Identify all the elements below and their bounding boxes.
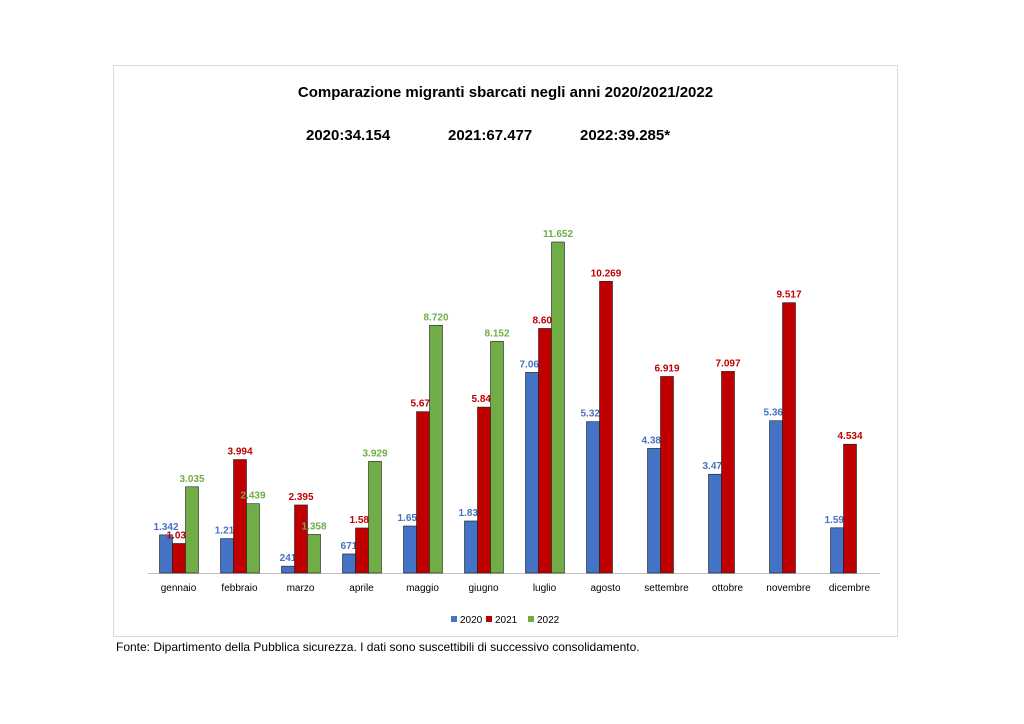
bar-2021-settembre	[660, 376, 674, 574]
bar-2020-luglio	[525, 372, 539, 574]
data-label-2020-maggio: 1.654	[397, 513, 422, 524]
bar-2020-dicembre	[830, 527, 844, 574]
legend-label-2022: 2022	[537, 615, 560, 626]
data-label-2022-febbraio: 2.439	[240, 491, 265, 502]
source-note: Fonte: Dipartimento della Pubblica sicur…	[116, 640, 640, 654]
x-tick-label-dicembre: dicembre	[829, 583, 871, 594]
legend-swatch-2022	[528, 616, 534, 622]
data-label-2022-maggio: 8.720	[423, 312, 448, 323]
x-tick-label-ottobre: ottobre	[712, 583, 744, 594]
total-2022: 2022:39.285*	[580, 127, 671, 144]
legend-swatch-2021	[486, 616, 492, 622]
bar-2021-dicembre	[843, 443, 857, 574]
bar-2022-giugno	[490, 341, 504, 574]
bar-2020-aprile	[342, 553, 356, 574]
bar-2021-novembre	[782, 302, 796, 574]
x-tick-label-novembre: novembre	[766, 583, 811, 594]
bar-2022-luglio	[551, 241, 565, 574]
data-label-2020-luglio: 7.062	[519, 359, 544, 370]
data-label-2021-maggio: 5.679	[410, 399, 435, 410]
legend-swatch-2020	[451, 616, 457, 622]
bar-2020-ottobre	[708, 473, 722, 574]
data-label-2021-aprile: 1.585	[349, 515, 374, 526]
data-label-2021-marzo: 2.395	[288, 492, 313, 503]
bar-2020-marzo	[281, 565, 295, 574]
bar-2022-aprile	[368, 461, 382, 574]
bar-2021-aprile	[355, 527, 369, 574]
data-label-2020-settembre: 4.386	[641, 435, 666, 446]
data-label-2021-febbraio: 3.994	[227, 447, 252, 458]
data-label-2021-settembre: 6.919	[654, 363, 679, 374]
data-label-2021-giugno: 5.840	[471, 394, 496, 405]
data-label-2020-gennaio: 1.342	[153, 522, 178, 533]
bar-2021-luglio	[538, 328, 552, 574]
bar-2021-agosto	[599, 280, 613, 574]
bar-2021-gennaio	[172, 543, 186, 574]
bar-2020-novembre	[769, 420, 783, 574]
data-label-2022-gennaio: 3.035	[179, 474, 204, 485]
x-tick-label-marzo: marzo	[287, 583, 315, 594]
data-label-2022-marzo: 1.358	[301, 521, 326, 532]
bar-2021-marzo	[294, 504, 308, 574]
bar-2021-giugno	[477, 406, 491, 574]
data-label-2022-aprile: 3.929	[362, 448, 387, 459]
legend-label-2020: 2020	[460, 615, 483, 626]
bar-2020-giugno	[464, 520, 478, 574]
data-label-2020-marzo: 241	[280, 553, 297, 564]
data-label-2021-agosto: 10.269	[591, 268, 622, 279]
bar-2020-settembre	[647, 448, 661, 574]
x-tick-label-agosto: agosto	[590, 583, 620, 594]
x-tick-label-maggio: maggio	[406, 583, 439, 594]
total-2020: 2020:34.154	[306, 127, 391, 144]
data-label-2021-luglio: 8.609	[532, 315, 557, 326]
bar-2022-marzo	[307, 534, 321, 574]
x-tick-label-gennaio: gennaio	[161, 583, 197, 594]
data-label-2022-giugno: 8.152	[484, 328, 509, 339]
data-label-2022-luglio: 11.652	[543, 229, 573, 240]
data-label-2020-novembre: 5.360	[763, 408, 788, 419]
bar-2022-gennaio	[185, 486, 199, 574]
x-tick-label-febbraio: febbraio	[221, 583, 258, 594]
data-label-2021-ottobre: 7.097	[715, 358, 740, 369]
bar-2022-maggio	[429, 324, 443, 574]
legend-label-2021: 2021	[495, 615, 518, 626]
data-label-2021-dicembre: 4.534	[837, 431, 862, 442]
data-label-2021-novembre: 9.517	[776, 290, 801, 301]
data-label-2020-dicembre: 1.591	[824, 515, 849, 526]
data-label-2020-giugno: 1.831	[458, 508, 483, 519]
data-label-2020-agosto: 5.328	[580, 409, 605, 420]
bar-2021-maggio	[416, 411, 430, 574]
bar-2021-febbraio	[233, 459, 247, 574]
data-label-2020-febbraio: 1.211	[215, 526, 240, 537]
bar-2021-ottobre	[721, 371, 735, 574]
total-2021: 2021:67.477	[448, 127, 533, 144]
chart-title: Comparazione migranti sbarcati negli ann…	[297, 84, 714, 101]
data-label-2020-ottobre: 3.477	[702, 461, 727, 472]
data-label-2021-gennaio: 1.039	[166, 530, 191, 541]
x-tick-label-aprile: aprile	[349, 583, 374, 594]
bar-2022-febbraio	[246, 503, 260, 574]
x-tick-label-luglio: luglio	[533, 583, 557, 594]
bar-2020-maggio	[403, 525, 417, 574]
bar-2020-febbraio	[220, 538, 234, 574]
x-tick-label-giugno: giugno	[468, 583, 498, 594]
x-tick-label-settembre: settembre	[644, 583, 689, 594]
data-label-2020-aprile: 671	[341, 541, 358, 552]
bar-2020-agosto	[586, 421, 600, 574]
